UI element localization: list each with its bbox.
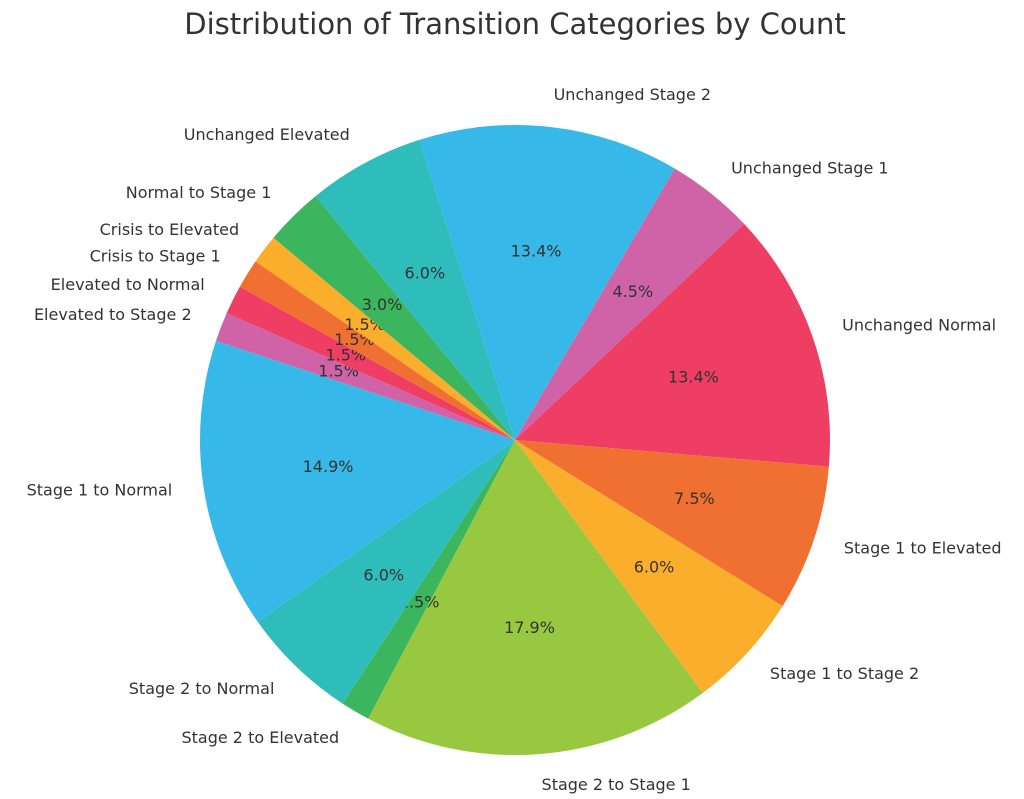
slice-label: Unchanged Stage 1 <box>731 159 888 178</box>
slice-label: Stage 2 to Stage 1 <box>542 775 691 794</box>
pct-label: 6.0% <box>405 263 446 282</box>
pie-slice <box>515 440 829 607</box>
slice-label: Unchanged Stage 2 <box>554 85 711 104</box>
pct-label: 17.9% <box>504 618 555 637</box>
pct-label: 14.9% <box>303 457 354 476</box>
slice-label: Stage 1 to Elevated <box>844 539 1002 558</box>
pct-label: 6.0% <box>363 566 404 585</box>
pct-label: 13.4% <box>668 367 719 386</box>
slice-label: Normal to Stage 1 <box>126 183 272 202</box>
pct-label: 6.0% <box>634 558 675 577</box>
pie-slice <box>216 313 515 440</box>
pie-slice <box>239 261 516 440</box>
slice-label: Stage 1 to Stage 2 <box>770 664 919 683</box>
pct-label: 13.4% <box>511 242 562 261</box>
slice-label: Unchanged Normal <box>842 315 996 334</box>
pie-slice <box>315 139 515 441</box>
pie-slice <box>226 286 515 440</box>
pct-label: 4.5% <box>613 282 654 301</box>
slice-label: Stage 1 to Normal <box>27 480 173 499</box>
slice-label: Unchanged Elevated <box>184 125 350 144</box>
pie-slice <box>257 440 515 704</box>
pie-slice <box>255 237 516 440</box>
pie-slice <box>515 168 745 440</box>
pie-slice <box>368 440 703 756</box>
slice-label: Stage 2 to Normal <box>129 679 275 698</box>
slice-label: Stage 2 to Elevated <box>181 728 339 747</box>
pie-slice <box>199 340 515 622</box>
pie-slice <box>515 440 783 693</box>
pie-slice <box>342 440 515 719</box>
pct-label: 3.0% <box>362 295 403 314</box>
pie-slice <box>419 124 675 440</box>
slice-label: Crisis to Stage 1 <box>90 247 221 266</box>
chart-title: Distribution of Transition Categories by… <box>184 7 845 41</box>
slice-label: Elevated to Stage 2 <box>34 305 192 324</box>
pie-slice <box>273 196 515 440</box>
slice-label: Elevated to Normal <box>51 275 205 294</box>
pie-slice <box>515 223 830 467</box>
slice-label: Crisis to Elevated <box>100 220 240 239</box>
pct-label: 7.5% <box>674 489 715 508</box>
